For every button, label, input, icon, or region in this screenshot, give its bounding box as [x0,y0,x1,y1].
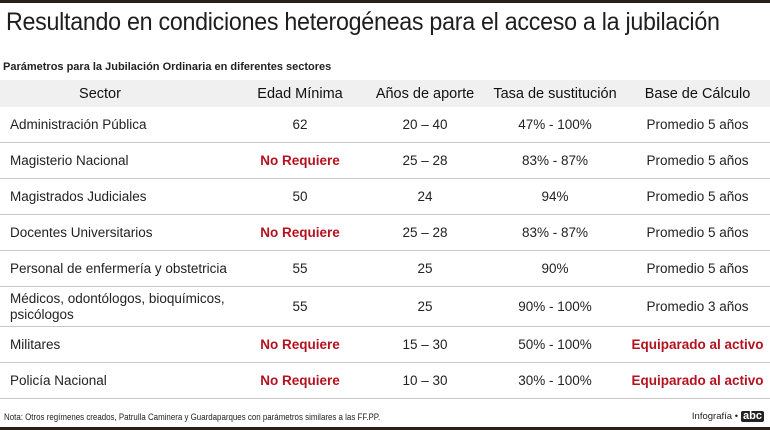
cell-edad-minima: No Requiere [260,153,340,168]
cell-anos-aporte: 25 – 28 [402,225,448,240]
column-header-edad: Edad Mínima [257,85,343,102]
cell-tasa-sustitucion: 83% - 87% [521,225,589,240]
cell-anos-aporte: 10 – 30 [402,373,448,388]
column-header-aportes: Años de aporte [375,85,475,102]
cell-base-calculo: Promedio 5 años [646,117,749,132]
column-header-tasa: Tasa de sustitución [493,85,617,102]
cell-tasa-sustitucion: 83% - 87% [521,153,589,168]
cell-edad-minima: 62 [292,117,308,132]
cell-base-calculo: Promedio 5 años [646,153,749,168]
cell-anos-aporte: 25 – 28 [402,153,448,168]
table-row: Militares No Requiere 15 – 30 50% - 100% Equ… [0,327,770,363]
cell-sector: Personal de enfermería y obstetricia [10,260,227,276]
column-header-base: Base de Cálculo [644,85,751,102]
column-header-sector: Sector [79,85,121,102]
table-row: Magistrados Judiciales 50 24 94% Promedio 5 … [0,179,770,215]
cell-edad-minima: No Requiere [260,337,340,352]
table-row: Magisterio Nacional No Requiere 25 – 28 83%… [0,143,770,179]
cell-anos-aporte: 15 – 30 [402,337,448,352]
cell-tasa-sustitucion: 30% - 100% [518,373,592,388]
cell-edad-minima: 55 [292,299,308,314]
cell-tasa-sustitucion: 94% [541,189,569,204]
cell-sector: Administración Pública [10,116,147,132]
footnote: Nota: Otros regímenes creados, Patrulla … [4,412,381,422]
cell-tasa-sustitucion: 50% - 100% [518,337,592,352]
cell-anos-aporte: 24 [417,189,433,204]
table-row: Policía Nacional No Requiere 10 – 30 30% - … [0,363,770,399]
cell-sector: Policía Nacional [10,372,107,388]
table-row: Administración Pública 62 20 – 40 47% - 100… [0,107,770,143]
cell-sector: Militares [10,336,61,352]
credit-label: Infografía • [691,411,739,422]
cell-tasa-sustitucion: 47% - 100% [518,117,592,132]
table-subtitle: Parámetros para la Jubilación Ordinaria … [3,61,332,73]
cell-edad-minima: 50 [292,189,308,204]
table-row: Docentes Universitarios No Requiere 25 – 2… [0,215,770,251]
cell-sector: Docentes Universitarios [10,224,153,240]
cell-edad-minima: No Requiere [260,373,340,388]
cell-sector: Magistrados Judiciales [10,188,147,204]
cell-anos-aporte: 20 – 40 [402,117,448,132]
cell-anos-aporte: 25 [417,299,433,314]
table-header-row: Sector Edad Mínima Años de aporte Tasa d… [0,80,770,107]
cell-edad-minima: No Requiere [260,225,340,240]
abc-logo: abc [741,410,764,422]
cell-base-calculo: Promedio 5 años [646,189,749,204]
top-border [0,0,770,3]
bottom-border [0,427,770,430]
table-row: Personal de enfermería y obstetricia 55 25… [0,251,770,287]
cell-base-calculo: Equiparado al activo [631,373,764,388]
cell-tasa-sustitucion: 90% [541,261,569,276]
cell-tasa-sustitucion: 90% - 100% [518,299,592,314]
cell-sector: Magisterio Nacional [10,152,129,168]
cell-anos-aporte: 25 [417,261,433,276]
cell-base-calculo: Promedio 3 años [646,299,749,314]
cell-base-calculo: Promedio 5 años [646,261,749,276]
cell-base-calculo: Equiparado al activo [631,337,764,352]
cell-base-calculo: Promedio 5 años [646,225,749,240]
credit: Infografía • abc [692,411,764,422]
cell-sector: Médicos, odontólogos, bioquímicos, psicó… [10,290,225,322]
table-row: Médicos, odontólogos, bioquímicos, psicó… [0,287,770,327]
parameters-table: Sector Edad Mínima Años de aporte Tasa d… [0,80,770,399]
cell-edad-minima: 55 [292,261,308,276]
page-title: Resultando en condiciones heterogéneas p… [6,8,720,36]
